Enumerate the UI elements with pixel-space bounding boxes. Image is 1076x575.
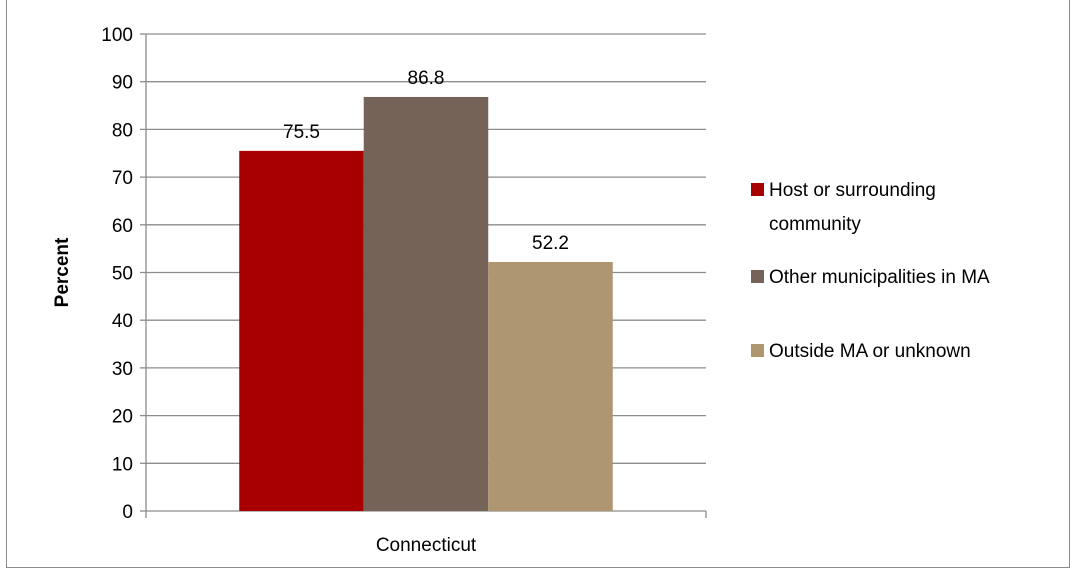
y-tick-label: 50 [112, 264, 133, 285]
y-tick-label: 90 [112, 73, 133, 94]
legend-label: Host or surrounding [769, 180, 936, 201]
legend-label-continued: community [769, 214, 861, 235]
legend-swatch [751, 270, 764, 283]
legend-swatch [751, 183, 764, 196]
y-tick-label: 40 [112, 311, 133, 332]
y-tick-label: 80 [112, 120, 133, 141]
data-label: 75.5 [283, 122, 320, 143]
y-tick-label: 10 [112, 454, 133, 475]
y-tick-label: 60 [112, 216, 133, 237]
data-label: 86.8 [408, 68, 445, 89]
legend-label: Other municipalities in MA [769, 267, 990, 288]
y-tick-label: 70 [112, 168, 133, 189]
bar-series-1 [239, 150, 364, 512]
y-tick-label: 0 [122, 502, 133, 523]
data-label: 52.2 [532, 233, 569, 254]
legend-swatch [751, 344, 764, 357]
bar-series-2 [363, 96, 489, 512]
y-tick-label: 100 [101, 25, 133, 46]
bar-series-3 [488, 262, 613, 511]
y-tick-label: 20 [112, 407, 133, 428]
legend-label: Outside MA or unknown [769, 341, 971, 362]
y-axis-title: Percent [52, 237, 73, 307]
x-category-label: Connecticut [376, 535, 477, 556]
y-tick-label: 30 [112, 359, 133, 380]
